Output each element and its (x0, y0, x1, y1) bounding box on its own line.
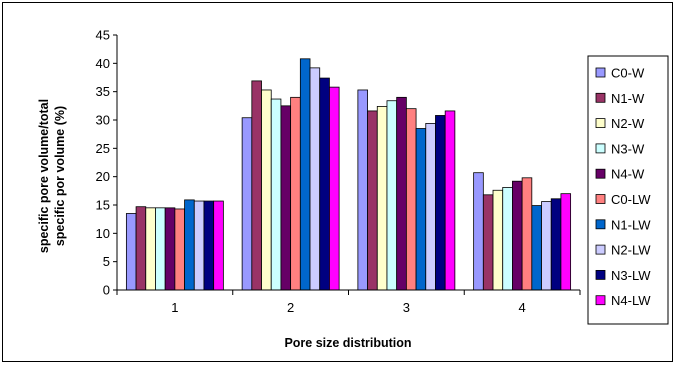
bar-n4-lw-cat-3 (444, 110, 456, 291)
bar-n1-w-cat-2 (251, 80, 262, 291)
bar-n1-lw-cat-4 (531, 205, 542, 291)
legend-swatch-c0-lw (595, 194, 606, 204)
x-axis-title: Pore size distribution (284, 336, 411, 350)
plot-area: 0 5 10 15 20 25 30 35 40 45 1 2 3 4 (96, 28, 581, 315)
bar-n2-w-cat-3 (376, 106, 388, 291)
x-tick-label: 2 (287, 300, 294, 315)
bar-n1-w-cat-4 (482, 194, 494, 291)
y-tick-label: 40 (96, 56, 110, 71)
bar-c0-lw-cat-4 (521, 177, 533, 291)
legend-swatch-n2-lw (595, 244, 606, 255)
legend-label-n2-w: N2-W (611, 116, 645, 131)
bar-n2-lw-cat-1 (193, 200, 205, 291)
bar-n3-lw-cat-4 (550, 198, 562, 291)
legend-label-n3-w: N3-W (611, 141, 645, 156)
bar-n4-w-cat-1 (164, 207, 176, 291)
bar-n4-w-cat-2 (280, 105, 292, 291)
bar-n3-w-cat-4 (502, 187, 513, 291)
y-axis-title: specific pore volume/total specific por … (37, 99, 67, 253)
legend-swatch-n2-w (595, 118, 606, 128)
x-tick-label: 4 (519, 300, 526, 315)
legend-swatch-n1-lw (595, 219, 606, 230)
y-tick-label: 5 (103, 254, 110, 269)
bar-n3-lw-cat-2 (319, 77, 330, 291)
legend-label-c0-lw: C0-LW (611, 192, 651, 207)
y-axis-title-line-2: specific por volume (%) (53, 106, 67, 246)
legend-label-n1-w: N1-W (611, 91, 645, 106)
legend: C0-W N1-W N2-W N3-W N4-W C0-LW N1-LW N2-LW N3-LW… (587, 55, 669, 325)
legend-label-n3-lw: N3-LW (611, 268, 651, 283)
legend-swatch-n3-lw (595, 269, 606, 280)
bar-n1-w-cat-1 (135, 206, 147, 291)
legend-label-n1-lw: N1-LW (611, 217, 651, 232)
bar-n3-w-cat-1 (155, 207, 166, 291)
bar-c0-w-cat-4 (473, 172, 484, 291)
x-tick-label: 3 (403, 300, 410, 315)
bar-c0-w-cat-1 (125, 213, 137, 291)
bar-n3-lw-cat-1 (203, 200, 215, 291)
y-tick-label: 25 (96, 141, 110, 156)
bar-n4-w-cat-4 (512, 180, 523, 291)
y-tick-label: 20 (96, 169, 110, 184)
legend-swatch-n4-w (595, 168, 606, 179)
bar-n2-w-cat-1 (145, 207, 156, 291)
legend-swatch-c0-w (595, 67, 606, 78)
bar-n1-lw-cat-2 (299, 58, 311, 291)
legend-label-n2-lw: N2-LW (611, 243, 651, 258)
legend-swatch-n4-lw (595, 295, 606, 306)
bar-n2-w-cat-4 (492, 189, 504, 291)
legend-label-n4-w: N4-W (611, 167, 645, 182)
legend-swatch-n3-w (595, 143, 606, 154)
legend-swatch-n1-w (595, 92, 606, 103)
y-tick-label: 0 (103, 283, 110, 298)
bar-n3-w-cat-2 (270, 98, 282, 291)
x-tick-label: 1 (171, 300, 178, 315)
bar-n2-lw-cat-3 (425, 123, 436, 291)
bar-n1-lw-cat-1 (184, 199, 195, 291)
bar-n4-w-cat-3 (396, 96, 407, 291)
bar-c0-lw-cat-2 (290, 96, 301, 291)
bar-n1-lw-cat-3 (415, 128, 427, 291)
y-tick-label: 45 (96, 28, 110, 43)
y-tick-label: 10 (96, 226, 110, 241)
y-tick-label: 30 (96, 113, 110, 128)
bar-n4-lw-cat-4 (560, 193, 572, 291)
legend-label-c0-w: C0-W (611, 66, 645, 81)
bar-n1-w-cat-3 (367, 110, 378, 291)
bar-c0-w-cat-3 (357, 89, 368, 291)
y-tick-label: 35 (96, 84, 110, 99)
bar-c0-lw-cat-3 (405, 108, 417, 291)
y-tick-label: 15 (96, 198, 110, 213)
bar-c0-w-cat-2 (241, 117, 253, 291)
bar-n2-w-cat-2 (261, 89, 272, 291)
bar-n3-lw-cat-3 (435, 115, 446, 291)
legend-label-n4-lw: N4-LW (611, 293, 651, 308)
bar-n2-lw-cat-4 (541, 201, 552, 291)
bar-c0-lw-cat-1 (174, 208, 185, 291)
bar-n3-w-cat-3 (386, 100, 398, 291)
bar-n4-lw-cat-2 (329, 86, 340, 291)
y-axis-title-line-1: specific pore volume/total (37, 99, 51, 253)
bar-n4-lw-cat-1 (213, 200, 224, 291)
bar-n2-lw-cat-2 (309, 67, 321, 291)
